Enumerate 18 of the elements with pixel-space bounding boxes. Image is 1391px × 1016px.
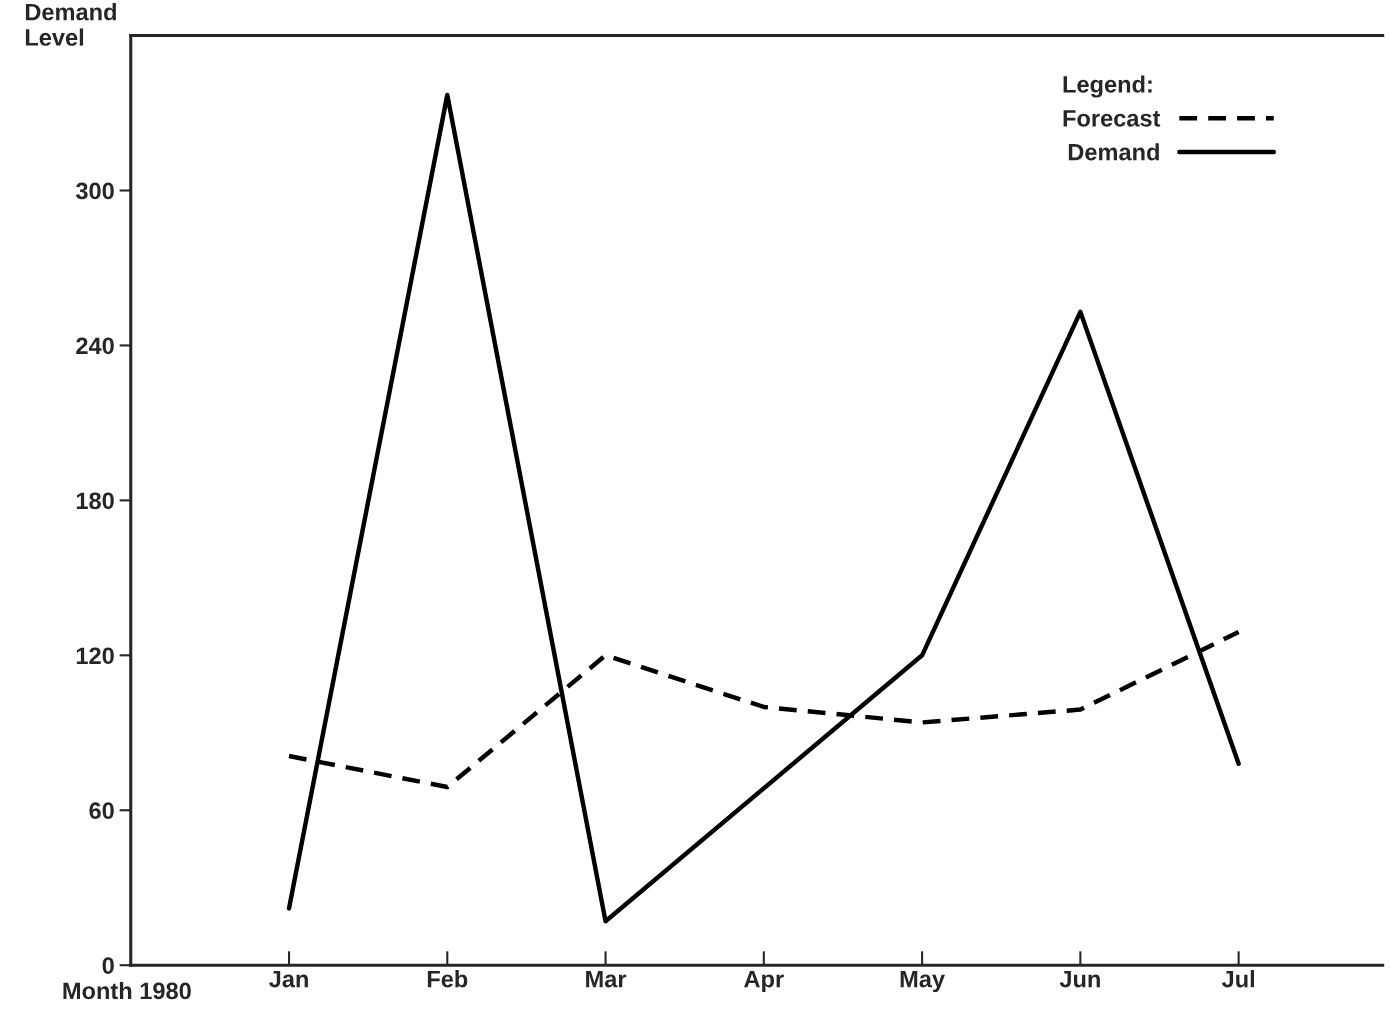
y-tick-label: 240 <box>76 337 114 355</box>
y-tick-label: 300 <box>75 182 114 200</box>
x-axis-title: Month 1980 <box>63 981 191 1000</box>
legend-label: Forecast <box>1063 110 1161 127</box>
y-tick-label: 120 <box>76 647 114 665</box>
x-tick-label: Jun <box>1059 970 1100 988</box>
y-tick-label: 60 <box>89 802 114 820</box>
x-tick-label: Apr <box>744 970 784 993</box>
legend-title: Legend: <box>1063 75 1152 98</box>
x-tick-label: Feb <box>427 970 468 988</box>
x-tick-label: Jan <box>269 970 308 988</box>
x-tick-label: Jul <box>1221 970 1255 988</box>
y-axis-title: Demand Level <box>25 3 116 46</box>
y-tick-label: 0 <box>102 957 114 974</box>
y-tick-label: 180 <box>76 492 114 510</box>
legend-label: Demand <box>1068 143 1159 161</box>
x-tick-label: May <box>900 970 945 993</box>
x-tick-label: Mar <box>586 970 627 988</box>
